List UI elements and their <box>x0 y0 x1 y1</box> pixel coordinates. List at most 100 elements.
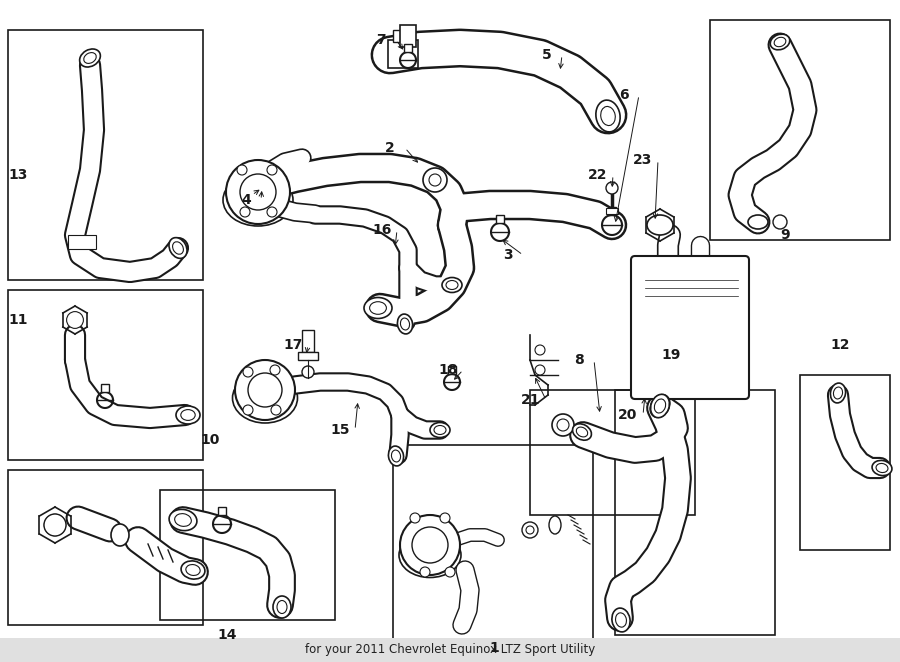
Ellipse shape <box>774 37 786 47</box>
Circle shape <box>445 567 455 577</box>
Ellipse shape <box>572 424 591 440</box>
Text: 11: 11 <box>8 313 28 327</box>
Circle shape <box>400 515 460 575</box>
Text: 4: 4 <box>241 193 251 207</box>
Text: 20: 20 <box>618 408 638 422</box>
Text: 5: 5 <box>542 48 552 62</box>
Ellipse shape <box>654 399 666 413</box>
Text: for your 2011 Chevrolet Equinox LTZ Sport Utility: for your 2011 Chevrolet Equinox LTZ Spor… <box>305 643 595 657</box>
Circle shape <box>235 360 295 420</box>
Bar <box>8 290 203 460</box>
Ellipse shape <box>576 427 588 437</box>
Circle shape <box>226 160 290 224</box>
Ellipse shape <box>522 522 538 538</box>
Text: 22: 22 <box>589 168 608 182</box>
Circle shape <box>423 168 447 192</box>
Text: 14: 14 <box>217 628 237 642</box>
Circle shape <box>429 174 441 186</box>
Text: 13: 13 <box>8 168 28 182</box>
Ellipse shape <box>223 174 293 226</box>
Circle shape <box>651 215 670 234</box>
Text: 10: 10 <box>201 433 220 447</box>
Text: 17: 17 <box>284 338 302 352</box>
Text: 3: 3 <box>503 248 513 262</box>
Ellipse shape <box>370 302 386 314</box>
Ellipse shape <box>612 608 630 632</box>
Ellipse shape <box>176 406 200 424</box>
Bar <box>393 30 413 42</box>
Text: 8: 8 <box>574 353 584 367</box>
Circle shape <box>440 513 450 523</box>
Text: 2: 2 <box>385 141 395 155</box>
Ellipse shape <box>650 395 670 417</box>
Text: 16: 16 <box>373 223 392 237</box>
Ellipse shape <box>654 399 666 413</box>
Circle shape <box>237 165 247 175</box>
Ellipse shape <box>596 100 620 132</box>
Ellipse shape <box>833 387 842 399</box>
Ellipse shape <box>181 561 205 579</box>
Bar <box>496 215 504 223</box>
Text: 12: 12 <box>830 338 850 352</box>
Bar <box>8 30 203 280</box>
Circle shape <box>270 365 280 375</box>
Ellipse shape <box>181 410 195 420</box>
Circle shape <box>243 367 253 377</box>
Circle shape <box>535 345 545 355</box>
Text: 7: 7 <box>376 33 386 47</box>
Ellipse shape <box>389 446 403 466</box>
Ellipse shape <box>876 463 888 473</box>
Ellipse shape <box>364 297 392 318</box>
Ellipse shape <box>557 419 569 431</box>
Text: 9: 9 <box>780 228 790 242</box>
Ellipse shape <box>392 450 400 462</box>
FancyBboxPatch shape <box>631 256 749 399</box>
Circle shape <box>243 405 253 415</box>
Circle shape <box>420 567 430 577</box>
Ellipse shape <box>651 395 670 418</box>
Circle shape <box>267 207 277 217</box>
Bar <box>448 366 456 374</box>
Bar <box>606 208 618 214</box>
Bar <box>615 390 775 635</box>
Circle shape <box>606 182 618 194</box>
Ellipse shape <box>277 600 287 614</box>
Circle shape <box>267 165 277 175</box>
Circle shape <box>412 527 448 563</box>
Circle shape <box>44 514 66 536</box>
Ellipse shape <box>770 34 789 50</box>
Ellipse shape <box>173 242 184 254</box>
Text: 19: 19 <box>662 348 680 362</box>
Ellipse shape <box>273 596 291 618</box>
Text: 1: 1 <box>489 641 499 655</box>
Text: 18: 18 <box>438 363 458 377</box>
Bar <box>8 470 203 625</box>
Ellipse shape <box>616 613 626 627</box>
Circle shape <box>271 405 281 415</box>
Circle shape <box>410 513 420 523</box>
Bar <box>298 352 318 360</box>
Text: 21: 21 <box>521 393 541 407</box>
Bar <box>393 445 593 640</box>
Circle shape <box>240 174 276 210</box>
Bar <box>160 490 335 620</box>
Bar <box>388 40 418 68</box>
Circle shape <box>302 366 314 378</box>
Bar <box>302 330 314 352</box>
Ellipse shape <box>232 373 298 423</box>
Ellipse shape <box>169 238 187 258</box>
Circle shape <box>535 365 545 375</box>
Ellipse shape <box>748 215 768 229</box>
Ellipse shape <box>400 318 410 330</box>
Bar <box>400 25 416 47</box>
Bar <box>218 507 226 515</box>
Ellipse shape <box>872 460 892 475</box>
Ellipse shape <box>600 107 616 126</box>
Bar <box>101 384 109 392</box>
Ellipse shape <box>831 383 846 403</box>
Ellipse shape <box>446 281 458 289</box>
Ellipse shape <box>79 49 101 67</box>
Bar <box>0 638 900 662</box>
Ellipse shape <box>773 215 787 229</box>
Ellipse shape <box>44 514 66 536</box>
